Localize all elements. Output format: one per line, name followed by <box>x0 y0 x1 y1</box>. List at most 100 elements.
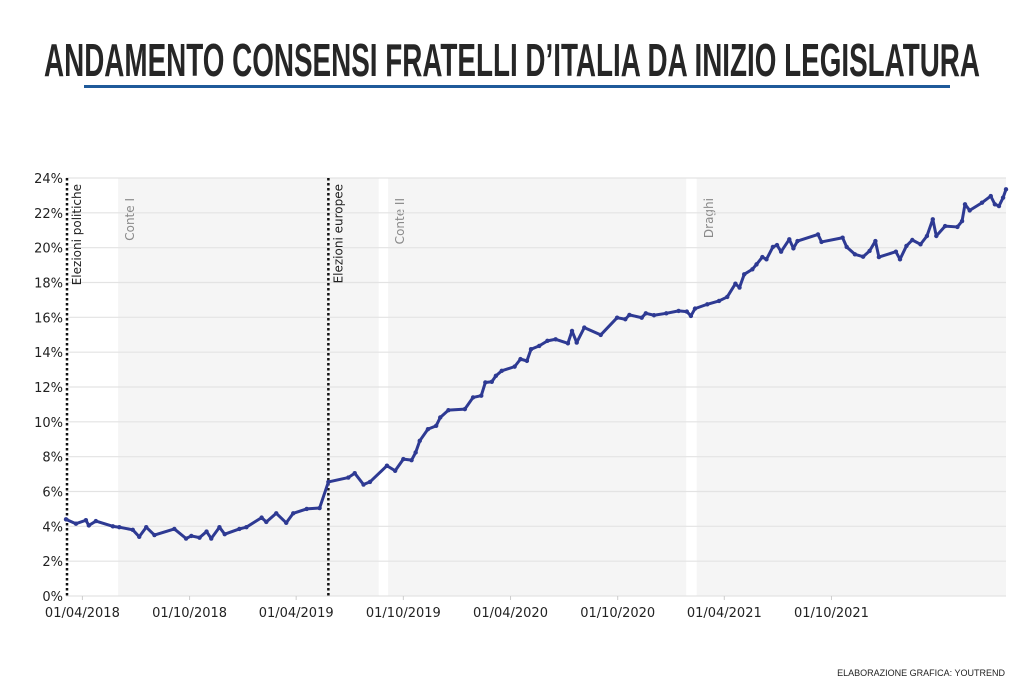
data-point <box>651 313 657 318</box>
data-point <box>528 347 534 352</box>
data-point <box>284 520 289 526</box>
y-tick-label: 24% <box>34 172 63 187</box>
data-point <box>787 237 792 242</box>
data-point <box>569 328 575 334</box>
event-label: Elezioni europee <box>331 184 345 283</box>
y-tick-label: 4% <box>42 520 63 535</box>
data-point <box>873 238 878 244</box>
x-axis-ticks: 01/04/2018 01/10/2018 01/04/2019 01/10/2019… <box>45 596 869 621</box>
data-point <box>942 223 948 229</box>
data-point <box>352 471 357 476</box>
data-point <box>110 524 116 529</box>
data-point <box>264 519 269 525</box>
data-point <box>483 380 488 385</box>
data-point <box>692 306 698 311</box>
data-point <box>582 325 587 330</box>
data-point <box>537 343 542 349</box>
data-point <box>204 529 209 534</box>
data-point <box>413 450 418 455</box>
data-point <box>73 521 79 526</box>
data-point <box>222 531 227 537</box>
data-point <box>137 534 142 539</box>
data-point <box>664 311 669 316</box>
data-point <box>446 407 451 413</box>
data-point <box>688 313 694 319</box>
data-point <box>684 309 690 314</box>
data-point <box>479 393 484 398</box>
data-point <box>840 235 845 240</box>
data-point <box>716 298 722 304</box>
data-point <box>93 518 99 524</box>
data-point <box>996 203 1002 209</box>
x-tick-label: 01/10/2018 <box>152 606 227 621</box>
data-point <box>346 475 351 480</box>
data-point <box>401 456 406 462</box>
data-point <box>237 526 242 532</box>
data-point <box>815 232 821 237</box>
y-tick-label: 14% <box>34 346 63 361</box>
data-point <box>962 202 968 207</box>
data-point <box>750 267 755 272</box>
data-point <box>930 217 935 222</box>
chart-title: ANDAMENTO CONSENSI FRATELLI D’ITALIA DA … <box>44 34 980 86</box>
data-point <box>217 525 222 530</box>
data-point <box>433 423 439 429</box>
data-point <box>876 254 882 260</box>
data-point <box>274 511 279 516</box>
y-tick-label: 0% <box>42 590 63 605</box>
data-point <box>291 511 296 516</box>
government-label: Conte I <box>123 198 137 241</box>
data-point <box>764 257 769 262</box>
data-point <box>499 368 504 374</box>
x-tick-label: 01/10/2019 <box>366 606 441 621</box>
government-label: Draghi <box>702 198 716 238</box>
y-tick-label: 2% <box>42 555 63 570</box>
data-point <box>643 311 649 316</box>
y-tick-label: 18% <box>34 277 63 292</box>
data-point <box>425 426 431 432</box>
data-point <box>304 506 309 512</box>
x-tick-label: 01/10/2021 <box>794 606 869 621</box>
data-point <box>904 243 909 249</box>
y-tick-label: 10% <box>34 416 63 431</box>
data-point <box>63 517 69 522</box>
y-tick-label: 16% <box>34 311 63 326</box>
series-fdi <box>63 187 1009 541</box>
data-point <box>512 364 517 369</box>
data-point <box>392 468 398 473</box>
data-point <box>524 358 530 364</box>
data-point <box>574 340 579 345</box>
data-point <box>754 262 759 267</box>
y-tick-label: 8% <box>42 451 63 466</box>
data-point <box>117 525 122 530</box>
data-point <box>955 224 960 230</box>
data-point <box>409 457 414 463</box>
data-point <box>893 249 899 254</box>
data-point <box>565 341 571 346</box>
data-point <box>489 379 494 384</box>
data-point <box>627 312 632 318</box>
data-point <box>774 242 780 248</box>
data-point <box>130 527 135 533</box>
data-point <box>860 254 866 259</box>
data-point <box>676 308 681 314</box>
data-point <box>979 200 985 205</box>
data-point <box>197 535 202 540</box>
data-point <box>795 238 800 244</box>
data-point <box>1000 195 1006 200</box>
data-point <box>462 406 468 412</box>
gridlines <box>66 177 1006 597</box>
data-point <box>1003 187 1009 192</box>
data-point <box>438 415 443 420</box>
data-point <box>988 193 993 199</box>
data-point <box>897 257 903 262</box>
data-point <box>417 438 422 444</box>
data-point <box>244 525 249 530</box>
y-tick-label: 22% <box>34 207 63 222</box>
data-point <box>545 338 550 344</box>
y-tick-label: 6% <box>42 486 63 501</box>
credit: ELABORAZIONE GRAFICA: YOUTREND <box>837 668 1005 678</box>
event-label: Elezioni politiche <box>70 184 84 285</box>
title-underline <box>84 85 950 88</box>
data-point <box>144 525 149 530</box>
